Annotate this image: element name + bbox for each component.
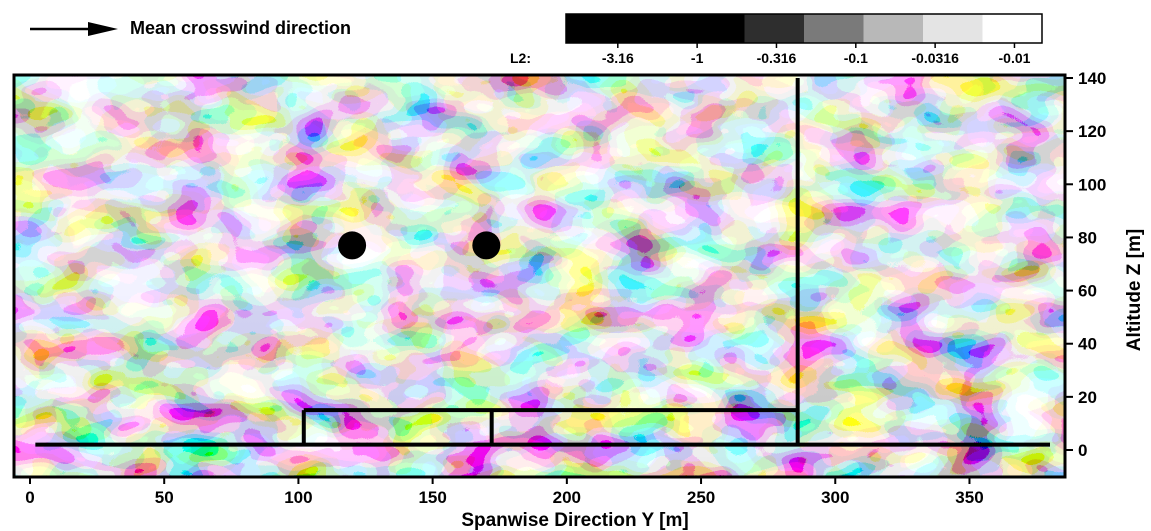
colorbar-level-label: -0.01 [999,50,1031,66]
colorbar: L2: -3.16 -1 -0.316 -0.1 -0.0316 -0.01 [510,13,1043,66]
y-axis-label: Altitude Z [m] [1124,229,1145,351]
plot-frame [12,73,1067,479]
y-tick-label: 120 [1078,122,1106,141]
colorbar-swatch [804,14,864,43]
colorbar-level-label: -0.1 [844,50,868,66]
x-tick-label: 200 [553,488,581,507]
y-tick-label: 0 [1078,441,1087,460]
colorbar-swatch [685,14,745,43]
colorbar-title: L2: [510,50,531,66]
colorbar-swatch [863,14,924,43]
colorbar-swatch [625,14,686,43]
vortex-core [472,231,501,260]
plot-area [12,73,1067,479]
x-tick-label: 350 [955,488,983,507]
colorbar-level-label: -1 [691,50,704,66]
y-axis: 0 20 40 60 80 100 120 140 [1065,69,1106,460]
colorbar-level-label: -0.316 [757,50,797,66]
y-tick-label: 40 [1078,335,1097,354]
direction-legend: Mean crosswind direction [30,18,351,38]
colorbar-swatch [923,14,983,43]
vortex-core [338,231,367,260]
overlay-lines [35,78,1050,447]
vortex-cores [338,231,501,260]
x-tick-label: 300 [821,488,849,507]
x-axis-label: Spanwise Direction Y [m] [461,510,688,531]
x-tick-label: 50 [155,488,174,507]
colorbar-swatch [744,14,805,43]
x-tick-label: 150 [418,488,446,507]
x-tick-label: 0 [25,488,34,507]
colorbar-level-label: -3.16 [602,50,634,66]
x-tick-label: 250 [687,488,715,507]
x-tick-label: 100 [284,488,312,507]
right-arrow-head-icon [88,22,118,36]
colorbar-swatch [982,14,1043,43]
colorbar-level-label: -0.0316 [911,50,959,66]
direction-label: Mean crosswind direction [130,18,351,38]
colorbar-frame [565,13,1043,44]
y-tick-label: 20 [1078,388,1097,407]
l2-field-fade [14,75,1065,477]
x-axis: 0 50 100 150 200 250 300 350 [25,477,984,507]
colorbar-swatch [566,14,626,43]
y-tick-label: 80 [1078,228,1097,247]
y-tick-label: 60 [1078,282,1097,301]
y-tick-label: 140 [1078,69,1106,88]
y-tick-label: 100 [1078,175,1106,194]
